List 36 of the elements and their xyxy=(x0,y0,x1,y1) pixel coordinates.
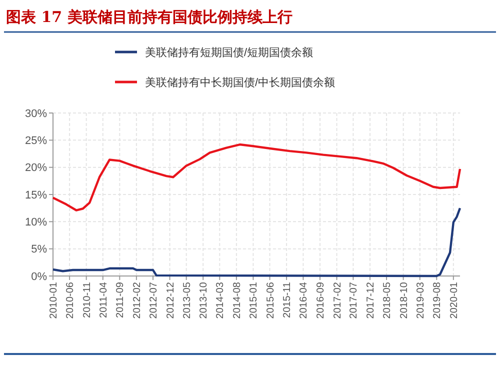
x-tick-label: 2016-04 xyxy=(298,282,310,319)
x-tick-label: 2013-05 xyxy=(182,282,193,319)
y-tick-label: 20% xyxy=(24,162,48,174)
x-tick-label: 2017-07 xyxy=(348,282,360,319)
x-tick-label: 2017-02 xyxy=(332,282,344,319)
x-tick-label: 2010-06 xyxy=(65,282,76,319)
x-tick-label: 2014-03 xyxy=(215,282,226,319)
x-tick-label: 2010-11 xyxy=(82,282,93,318)
chart-title: 图表 17 美联储目前持有国债比例持续上行 xyxy=(6,8,292,26)
x-tick-label: 2014-08 xyxy=(232,282,243,319)
y-tick-label: 10% xyxy=(24,216,48,229)
x-tick-label: 2019-03 xyxy=(415,282,426,319)
x-tick-label: 2017-12 xyxy=(365,282,376,319)
x-tick-label: 2015-01 xyxy=(248,282,260,319)
x-tick-label: 2012-02 xyxy=(132,282,143,319)
x-tick-label: 2018-10 xyxy=(398,282,410,319)
x-tick-label: 2011-04 xyxy=(98,282,110,318)
y-tick-label: 0% xyxy=(31,270,48,283)
legend-label: 美联储持有中长期国债/中长期国债余额 xyxy=(145,76,336,89)
x-tick-label: 2015-06 xyxy=(265,282,276,319)
x-tick-label: 2013-10 xyxy=(198,282,210,319)
y-tick-label: 15% xyxy=(24,189,48,202)
legend-label: 美联储持有短期国债/短期国债余额 xyxy=(145,46,314,59)
x-tick-label: 2012-12 xyxy=(165,282,176,319)
x-tick-label: 2012-07 xyxy=(148,282,160,319)
y-tick-label: 5% xyxy=(31,244,48,256)
x-tick-label: 2011-09 xyxy=(115,282,126,318)
x-tick-label: 2020-01 xyxy=(448,282,460,319)
y-tick-label: 25% xyxy=(24,135,48,148)
y-tick-label: 30% xyxy=(24,108,48,120)
x-tick-label: 2016-09 xyxy=(315,282,326,319)
x-tick-label: 2019-08 xyxy=(432,282,444,319)
x-tick-label: 2018-05 xyxy=(382,282,394,319)
x-tick-label: 2015-11 xyxy=(282,282,294,318)
x-tick-label: 2010-01 xyxy=(48,282,60,319)
line-series xyxy=(52,143,462,212)
